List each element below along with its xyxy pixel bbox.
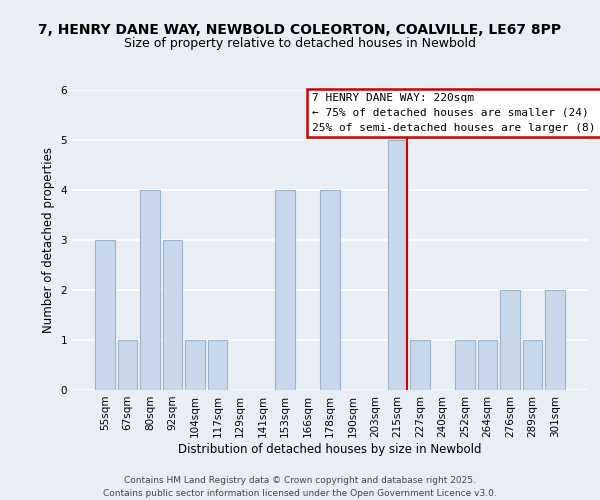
Bar — [455, 340, 475, 390]
Text: Size of property relative to detached houses in Newbold: Size of property relative to detached ho… — [124, 38, 476, 51]
Text: Contains HM Land Registry data © Crown copyright and database right 2025.
Contai: Contains HM Land Registry data © Crown c… — [103, 476, 497, 498]
Text: 7 HENRY DANE WAY: 220sqm
← 75% of detached houses are smaller (24)
25% of semi-d: 7 HENRY DANE WAY: 220sqm ← 75% of detach… — [312, 93, 600, 132]
Bar — [118, 340, 137, 390]
Bar — [275, 190, 295, 390]
Bar — [95, 240, 115, 390]
Bar — [523, 340, 542, 390]
Text: 7, HENRY DANE WAY, NEWBOLD COLEORTON, COALVILLE, LE67 8PP: 7, HENRY DANE WAY, NEWBOLD COLEORTON, CO… — [38, 22, 562, 36]
Bar — [163, 240, 182, 390]
Bar — [500, 290, 520, 390]
Bar — [140, 190, 160, 390]
Bar — [320, 190, 340, 390]
Bar — [410, 340, 430, 390]
X-axis label: Distribution of detached houses by size in Newbold: Distribution of detached houses by size … — [178, 442, 482, 456]
Bar — [208, 340, 227, 390]
Bar — [478, 340, 497, 390]
Bar — [545, 290, 565, 390]
Y-axis label: Number of detached properties: Number of detached properties — [42, 147, 55, 333]
Bar — [388, 140, 407, 390]
Bar — [185, 340, 205, 390]
